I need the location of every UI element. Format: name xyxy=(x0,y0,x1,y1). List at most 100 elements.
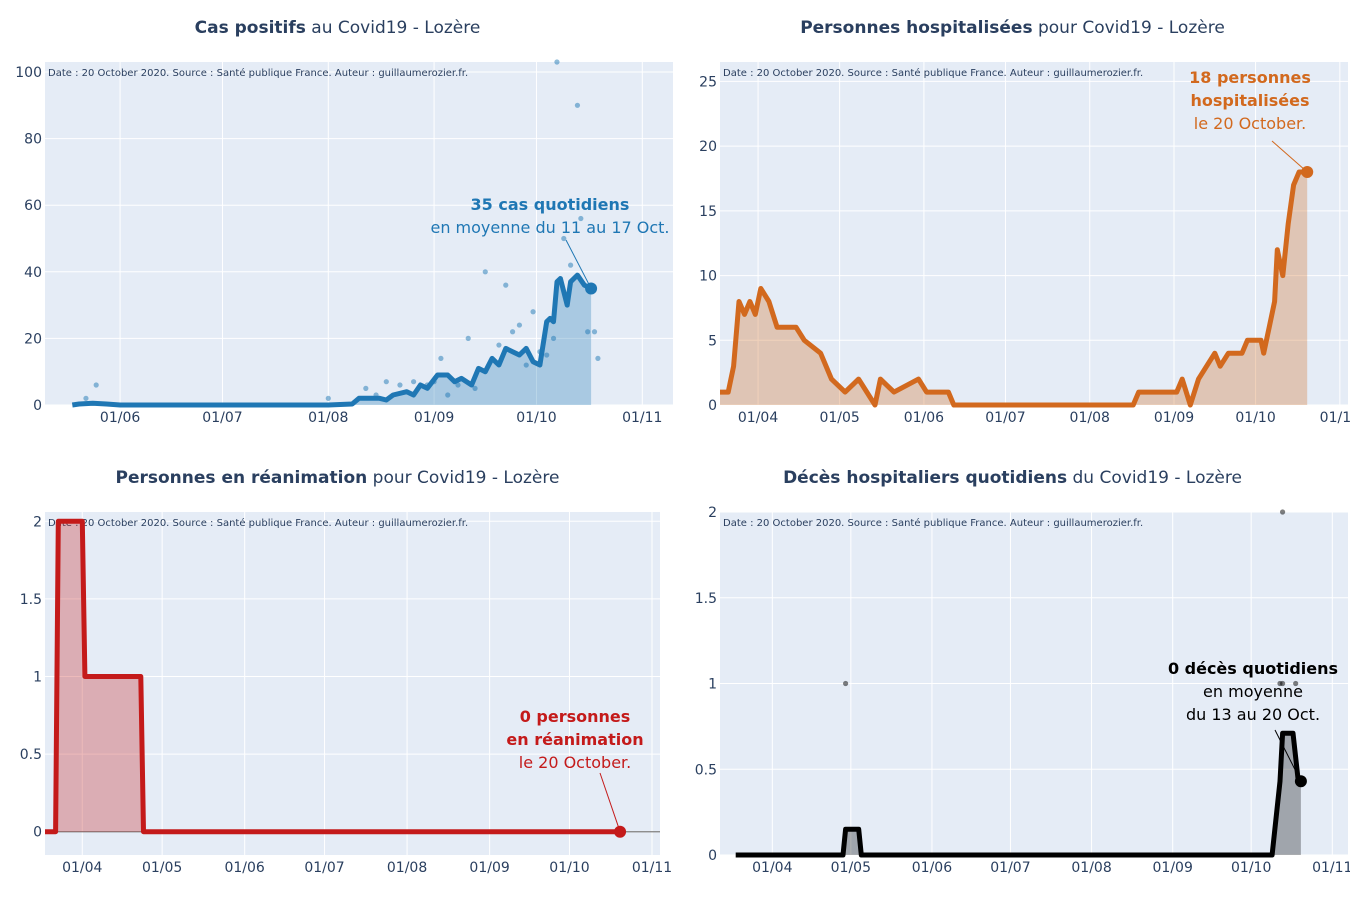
scatter-point xyxy=(438,355,444,361)
chart-svg-cases: 01/06 01/07 01/08 01/09 01/10 01/11 0 20 40 60 80 1… xyxy=(15,59,673,426)
series-area xyxy=(72,275,592,405)
y-tick-label: 5 xyxy=(708,333,717,349)
y-tick-label: 1.5 xyxy=(20,592,42,608)
y-tick-label: 10 xyxy=(699,269,717,285)
x-tick-label: 01/08 xyxy=(387,860,427,876)
series-line xyxy=(45,518,621,835)
chart-panel-cases: Cas positifs au Covid19 - Lozère 01/06 01… xyxy=(0,0,675,450)
y-tick-label: 0 xyxy=(33,825,42,841)
annotation-text: hospitalisées xyxy=(1190,91,1309,110)
plot-area xyxy=(45,62,673,405)
chart-svg-rea: 01/04 01/05 01/06 01/07 01/08 01/09 01/10 01/11… xyxy=(20,512,672,876)
scatter-point xyxy=(373,392,379,398)
chart-svg-hosp: 01/04 01/05 01/06 01/07 01/08 01/09 01/10 01/11… xyxy=(699,62,1350,426)
end-marker xyxy=(614,825,627,838)
x-tick-label: 01/11 xyxy=(632,860,672,876)
annotation-leader xyxy=(599,772,621,832)
x-tick-label: 01/11 xyxy=(1320,410,1350,426)
y-tick-label: 20 xyxy=(24,331,42,347)
chart-title: Décès hospitaliers quotidiens du Covid19… xyxy=(675,468,1350,488)
chart-title-rest: pour Covid19 - Lozère xyxy=(1032,18,1225,38)
chart-title: Cas positifs au Covid19 - Lozère xyxy=(0,18,675,38)
chart-title: Personnes en réanimation pour Covid19 - … xyxy=(0,468,675,488)
x-tick-label: 01/06 xyxy=(100,410,140,426)
scatter-point xyxy=(516,322,523,328)
scatter-point xyxy=(523,362,529,368)
scatter-point xyxy=(424,382,430,388)
y-tick-label: 1 xyxy=(708,677,717,693)
x-tick-label: 01/09 xyxy=(414,410,454,426)
chart-title-rest: au Covid19 - Lozère xyxy=(305,18,481,38)
scatter-point xyxy=(578,215,584,222)
plot-area xyxy=(45,512,660,855)
scatter-point xyxy=(472,385,478,391)
x-tick-label: 01/07 xyxy=(202,410,242,426)
scatter-point xyxy=(530,309,536,315)
series-line xyxy=(735,730,1301,858)
x-tick-label: 01/05 xyxy=(831,860,871,876)
scatter-point xyxy=(595,355,601,361)
y-tick-label: 0 xyxy=(708,398,717,414)
y-tick-label: 0 xyxy=(33,398,42,414)
scatter-point xyxy=(363,385,369,391)
x-tick-label: 01/07 xyxy=(304,860,344,876)
x-tick-label: 01/10 xyxy=(549,860,589,876)
scatter-point xyxy=(568,262,574,268)
scatter-point xyxy=(537,349,543,355)
chart-title-bold: Cas positifs xyxy=(194,18,306,38)
x-tick-label: 01/07 xyxy=(985,410,1025,426)
x-tick-label: 01/08 xyxy=(1070,410,1110,426)
scatter-point xyxy=(397,382,403,388)
scatter-point xyxy=(544,352,550,358)
chart-title-bold: Personnes hospitalisées xyxy=(800,18,1033,38)
y-tick-label: 0.5 xyxy=(695,762,717,778)
y-tick-label: 15 xyxy=(699,204,717,220)
scatter-point xyxy=(591,329,598,335)
scatter-point xyxy=(561,235,567,242)
y-tick-label: 1.5 xyxy=(695,591,717,607)
x-tick-label: 01/06 xyxy=(912,860,952,876)
source-text: Date : 20 October 2020. Source : Santé p… xyxy=(723,517,1143,529)
annotation-text: le 20 October. xyxy=(1194,114,1306,133)
scatter-point xyxy=(503,282,509,288)
y-tick-label: 80 xyxy=(24,132,42,148)
x-tick-label: 01/08 xyxy=(308,410,348,426)
annotation-text: le 20 October. xyxy=(519,753,631,772)
scatter-point xyxy=(1293,680,1299,687)
chart-title-bold: Décès hospitaliers quotidiens xyxy=(783,468,1068,488)
annotation-leader xyxy=(1274,729,1302,782)
chart-title: Personnes hospitalisées pour Covid19 - L… xyxy=(675,18,1350,38)
annotation-leader xyxy=(1271,140,1308,173)
series-area xyxy=(45,521,621,832)
scatter-point xyxy=(1279,509,1286,515)
x-tick-label: 01/11 xyxy=(1312,860,1350,876)
y-tick-label: 1 xyxy=(33,670,42,686)
x-tick-label: 01/06 xyxy=(904,410,944,426)
chart-panel-deaths: Décès hospitaliers quotidiens du Covid19… xyxy=(675,450,1350,900)
y-tick-label: 100 xyxy=(15,65,42,81)
annotation-text: 0 décès quotidiens xyxy=(1168,659,1338,678)
x-tick-label: 01/04 xyxy=(752,860,792,876)
scatter-point xyxy=(585,329,591,335)
chart-panel-hosp: Personnes hospitalisées pour Covid19 - L… xyxy=(675,0,1350,450)
x-tick-label: 01/09 xyxy=(469,860,509,876)
y-tick-label: 2 xyxy=(708,505,717,521)
y-tick-label: 20 xyxy=(699,139,717,155)
x-tick-label: 01/08 xyxy=(1071,860,1111,876)
annotation-text: 18 personnes xyxy=(1189,68,1311,87)
y-tick-label: 40 xyxy=(24,265,42,281)
y-tick-label: 0 xyxy=(708,848,717,864)
x-tick-label: 01/10 xyxy=(1231,860,1271,876)
chart-svg-deaths: 01/04 01/05 01/06 01/07 01/08 01/09 01/10 01/11… xyxy=(695,505,1350,876)
x-tick-label: 01/09 xyxy=(1153,860,1193,876)
scatter-point xyxy=(496,342,502,348)
annotation-text: en réanimation xyxy=(506,730,643,749)
x-tick-label: 01/10 xyxy=(1235,410,1275,426)
scatter-point xyxy=(465,335,471,341)
scatter-point xyxy=(431,379,437,385)
y-tick-label: 0.5 xyxy=(20,747,42,763)
source-text: Date : 20 October 2020. Source : Santé p… xyxy=(48,517,468,529)
scatter-point xyxy=(509,329,516,335)
annotation-text: du 13 au 20 Oct. xyxy=(1186,705,1320,724)
chart-title-bold: Personnes en réanimation xyxy=(115,468,368,488)
